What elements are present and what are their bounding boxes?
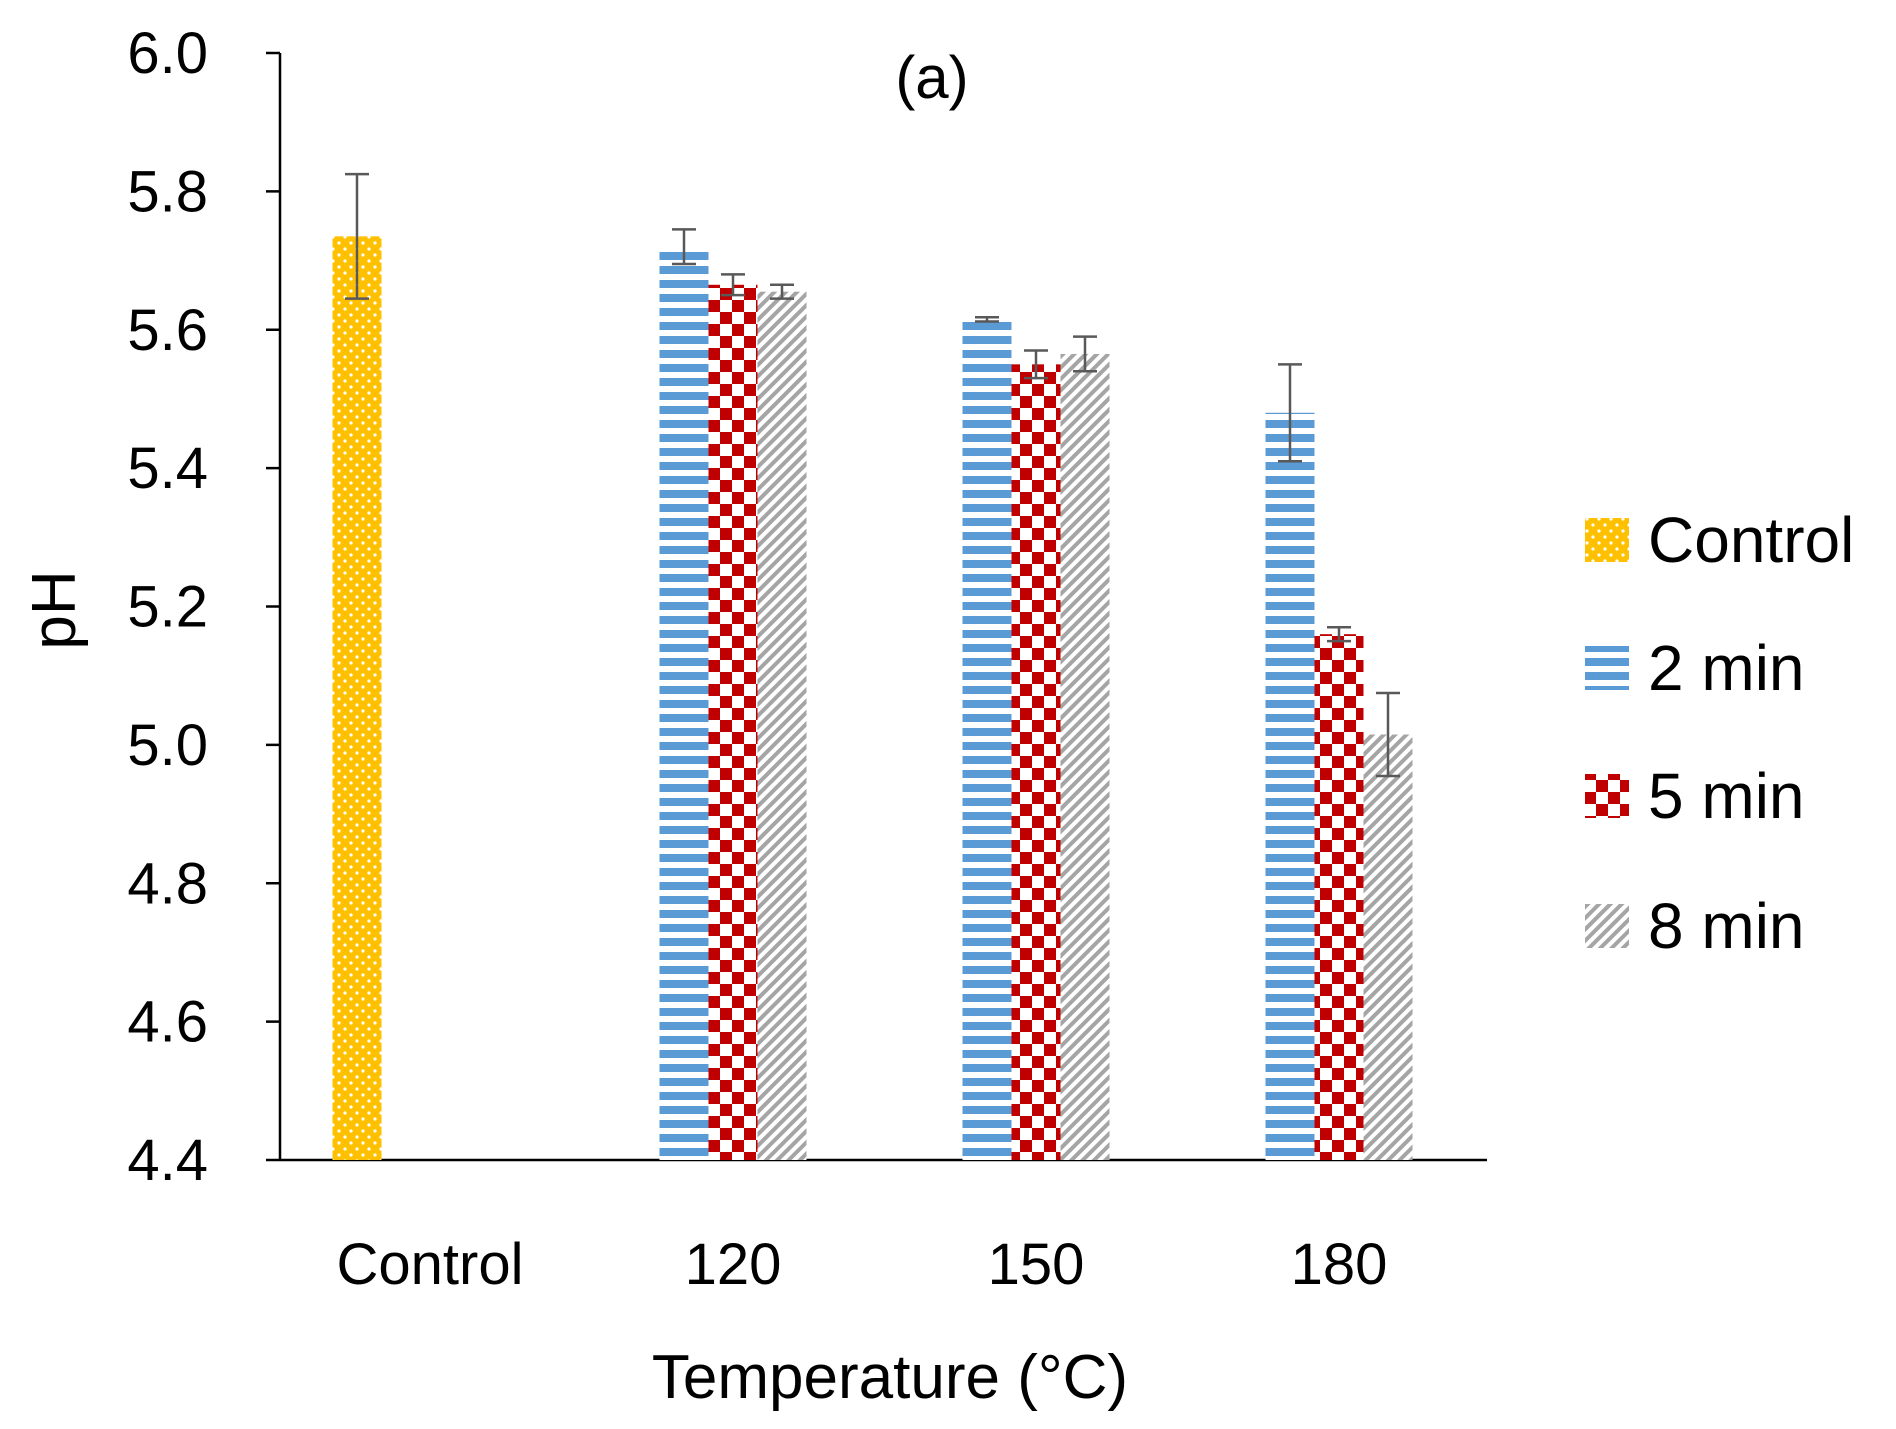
y-tick-label: 5.4 [127,436,208,501]
y-tick-label: 4.8 [127,851,208,916]
y-axis-title: pH [20,570,89,649]
legend-label: 5 min [1648,760,1805,832]
bar-5-min-180 [1314,634,1364,1160]
legend-item: 8 min [1585,890,1805,962]
y-tick-label: 4.6 [127,990,208,1055]
y-tick-label: 5.2 [127,575,208,640]
legend-swatch [1585,518,1629,562]
y-tick-label: 4.4 [127,1128,208,1193]
x-axis-ticks: Control 120 150 180 [337,1232,1388,1297]
error-bar [1073,335,1097,373]
legend-item: 5 min [1585,760,1805,832]
legend-label: 8 min [1648,890,1805,962]
bar-2-min-150 [962,319,1012,1160]
y-tick-label: 5.6 [127,298,208,363]
error-bar [345,172,369,300]
x-tick-label: 150 [988,1232,1085,1297]
x-tick-label: 180 [1291,1232,1388,1297]
y-tick-label: 5.8 [127,159,208,224]
legend: Control 2 min 5 min 8 min [1585,504,1854,962]
error-bar [770,283,794,300]
x-tick-label: 120 [685,1232,782,1297]
bar-8-min-120 [757,291,807,1160]
x-axis-title: Temperature (°C) [652,1343,1128,1412]
bar-2-min-180 [1265,412,1315,1160]
x-tick-label: Control [337,1232,524,1297]
legend-swatch [1585,774,1629,818]
legend-swatch [1585,904,1629,948]
y-tick-label: 6.0 [127,21,208,86]
chart-title: (a) [895,44,968,111]
legend-label: 2 min [1648,632,1805,704]
y-axis-ticks: 4.4 4.6 4.8 5.0 5.2 5.4 5.6 5.8 6.0 [127,21,280,1193]
error-bar [1376,691,1400,778]
error-bar [1278,363,1302,463]
bar-8-min-150 [1060,353,1110,1160]
bar-8-min-180 [1363,734,1413,1160]
bar-5-min-150 [1011,364,1061,1160]
error-bar [1024,349,1048,380]
bar-control-control [332,236,382,1161]
error-bar [975,316,999,323]
legend-item: Control [1585,504,1854,576]
error-bar [1327,626,1351,643]
bar-2-min-120 [659,246,709,1161]
legend-swatch [1585,646,1629,690]
plot-area [278,53,1487,1162]
legend-label: Control [1648,504,1854,576]
legend-item: 2 min [1585,632,1805,704]
error-bar [672,228,696,266]
bar-5-min-120 [708,284,758,1160]
y-tick-label: 5.0 [127,713,208,778]
error-bar [721,273,745,297]
